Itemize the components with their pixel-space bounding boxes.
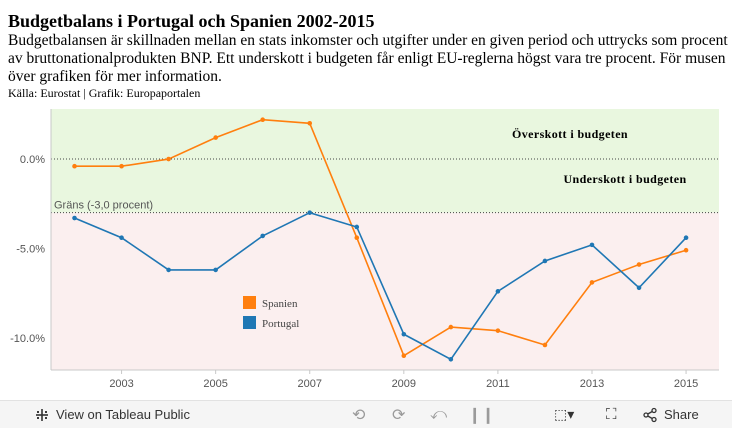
x-tick-label: 2009 [392,378,416,390]
legend-swatch-spanien[interactable] [243,296,256,309]
spanien-point[interactable] [354,235,360,241]
portugal-point[interactable] [307,210,313,215]
view-on-tableau-label: View on Tableau Public [56,407,190,422]
header: Budgetbalans i Portugal och Spanien 2002… [8,0,728,100]
spanien-line[interactable] [74,118,687,357]
portugal-point[interactable] [542,258,548,264]
spanien-point[interactable] [213,135,218,140]
legend-swatch-portugal[interactable] [243,316,256,329]
pause-icon: ❙❙ [468,406,495,424]
portugal-point[interactable] [260,233,265,239]
chart-description: Budgetbalansen är skillnaden mellan en s… [8,32,728,85]
download-icon: ⬚▾ [554,406,575,422]
legend-label-spanien[interactable]: Spanien [262,298,298,310]
download-button[interactable]: ⬚▾ [554,401,574,428]
portugal-point[interactable] [213,267,218,273]
spanien-point[interactable] [683,247,689,253]
share-icon [643,407,657,422]
pause-button[interactable]: ❙❙ [468,401,495,428]
x-tick-label: 2013 [580,378,604,390]
chart-source: Källa: Eurostat | Grafik: Europaportalen [8,86,201,100]
spanien-point[interactable] [589,280,595,285]
revert-button[interactable]: ⤺ [430,401,447,428]
portugal-point[interactable] [683,235,689,241]
view-on-tableau-button[interactable]: View on Tableau Public [34,401,190,428]
revert-icon: ⤺ [430,405,448,423]
redo-icon: ⟳ [392,406,406,424]
spanien-point[interactable] [260,117,265,123]
portugal-point[interactable] [448,356,454,362]
spanien-point[interactable] [401,353,407,358]
tableau-toolbar: View on Tableau Public ⟲ ⟳ ⤺ ❙❙ ⬚▾ ⛶ Sha… [0,400,732,428]
fullscreen-icon: ⛶ [606,406,617,423]
portugal-point[interactable] [72,215,77,221]
x-tick-label: 2003 [109,378,133,390]
x-tick-label: 2015 [674,378,698,390]
spanien-point[interactable] [307,121,313,126]
chart-title: Budgetbalans i Portugal och Spanien 2002… [8,11,375,31]
x-tick-label: 2011 [486,378,510,390]
fullscreen-button[interactable]: ⛶ [606,401,617,428]
spanien-point[interactable] [119,163,124,169]
spanien-point[interactable] [636,262,642,267]
spanien-point[interactable] [166,156,171,162]
share-button[interactable]: Share [642,401,699,428]
undo-icon: ⟲ [352,406,366,424]
spanien-point[interactable] [448,324,454,330]
surplus-annotation: Överskott i budgeten [512,127,628,141]
line-chart[interactable]: 0.0% -5.0% -10.0% 2003 2005 2007 2009 2011 2013 2… [0,0,732,400]
portugal-point[interactable] [119,235,124,241]
x-tick-label: 2007 [297,378,321,390]
x-tick-label: 2005 [203,378,227,390]
portugal-point[interactable] [166,267,171,273]
spanien-point[interactable] [72,163,77,169]
portugal-point[interactable] [589,242,595,248]
y-tick-label: -5.0% [16,243,45,255]
y-tick-label: 0.0% [20,154,45,166]
spanien-point[interactable] [542,342,548,348]
threshold-label: Gräns (-3,0 procent) [54,200,153,212]
portugal-line[interactable] [74,211,687,361]
tableau-logo-icon [36,408,48,421]
portugal-point[interactable] [636,285,642,291]
y-tick-label: -10.0% [10,333,45,345]
undo-button[interactable]: ⟲ [352,401,365,428]
portugal-point[interactable] [401,331,407,337]
legend-label-portugal[interactable]: Portugal [262,318,299,330]
redo-button[interactable]: ⟳ [392,401,405,428]
share-label: Share [664,407,699,422]
portugal-point[interactable] [495,289,501,294]
deficit-annotation: Underskott i budgeten [563,172,686,186]
spanien-point[interactable] [495,328,501,333]
surplus-band [51,109,719,213]
portugal-point[interactable] [354,224,360,230]
